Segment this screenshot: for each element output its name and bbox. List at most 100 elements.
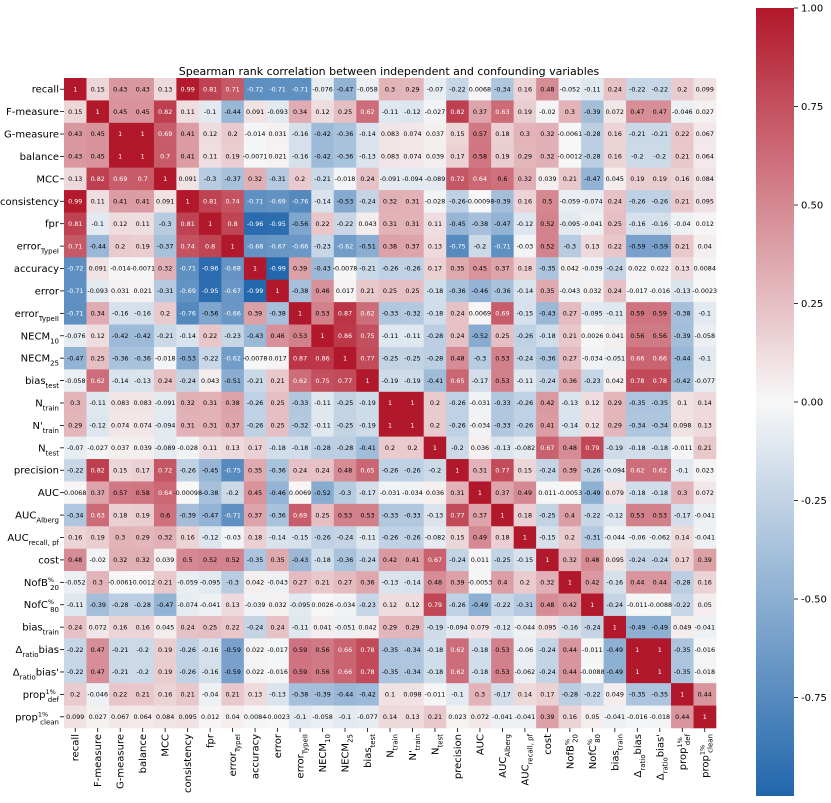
cell-value-label: 0.69 <box>495 310 509 318</box>
heatmap-cell <box>333 78 357 101</box>
cell-value-label: -0.22 <box>202 354 219 362</box>
cell-value-label: -0.34 <box>652 422 669 430</box>
cell-value-label: -0.33 <box>382 511 399 519</box>
heatmap-cell <box>86 571 110 594</box>
heatmap-cell <box>333 705 357 729</box>
cell-value-label: 0.48 <box>68 556 82 564</box>
heatmap-cell <box>693 302 717 325</box>
heatmap-cell <box>108 167 132 191</box>
cell-value-label: 0.21 <box>226 691 240 699</box>
cell-value-label: -0.26 <box>584 466 601 474</box>
heatmap-cell <box>603 346 627 370</box>
heatmap-cell <box>693 436 717 460</box>
cell-value-label: 0.63 <box>91 511 105 519</box>
heatmap-cell <box>423 145 447 168</box>
heatmap-cell <box>64 100 87 124</box>
heatmap-cell <box>311 122 335 146</box>
heatmap-cell <box>446 122 469 146</box>
cell-value-label: 0.22 <box>675 130 689 138</box>
heatmap-cell <box>603 391 627 415</box>
cell-value-label: -0.35 <box>382 646 399 654</box>
colorbar-tick-label: 0.75 <box>801 102 823 113</box>
cell-value-label: 0.045 <box>156 623 174 631</box>
row-label: NofB% 20 <box>24 576 59 592</box>
cell-value-label: 0.091 <box>156 197 174 205</box>
heatmap-cell <box>378 279 402 303</box>
cell-value-label: -0.3 <box>226 579 238 587</box>
cell-value-label: 0.63 <box>495 108 509 116</box>
cell-value-label: 0.3 <box>93 579 103 587</box>
row-label: AUCrecall, pf <box>7 533 59 547</box>
cell-value-label: -0.19 <box>359 422 376 430</box>
cell-value-label: -0.22 <box>584 691 601 699</box>
heatmap-cell <box>221 571 245 594</box>
heatmap-cell <box>423 414 447 437</box>
heatmap-cell <box>626 705 649 729</box>
heatmap-cell <box>401 122 425 146</box>
cell-value-label: 0.24 <box>158 377 172 385</box>
cell-value-label: 0.2 <box>407 444 417 452</box>
cell-value-label: -0.36 <box>337 153 354 161</box>
cell-value-label: 0.53 <box>495 354 509 362</box>
heatmap-cell <box>626 548 649 572</box>
cell-value-label: 0.12 <box>383 601 397 609</box>
heatmap-cell <box>558 705 582 729</box>
heatmap-cell <box>378 459 402 482</box>
heatmap-cell <box>131 571 155 594</box>
heatmap-cell <box>468 503 492 527</box>
heatmap-cell <box>491 167 514 191</box>
heatmap-cell <box>423 683 447 706</box>
heatmap-cell <box>176 459 200 482</box>
heatmap-cell <box>446 526 469 549</box>
cell-value-label: -0.082 <box>425 534 446 542</box>
cell-value-label: -0.96 <box>247 220 264 228</box>
cell-value-label: 0.32 <box>248 175 262 183</box>
chart-title: Spearman rank correlation between indepe… <box>179 65 600 78</box>
cell-value-label: -0.12 <box>202 534 219 542</box>
cell-value-label: 1 <box>410 399 414 407</box>
cell-value-label: 0.25 <box>495 332 509 340</box>
cell-value-label: 1 <box>321 332 325 340</box>
heatmap-cell <box>581 257 604 281</box>
heatmap-cell <box>671 526 694 549</box>
cell-value-label: -0.059 <box>177 579 198 587</box>
cell-value-label: -0.71 <box>247 197 264 205</box>
cell-value-label: -0.044 <box>515 623 536 631</box>
cell-value-label: -0.26 <box>517 332 534 340</box>
heatmap-cell <box>86 369 110 393</box>
heatmap-cell <box>221 503 245 527</box>
cell-value-label: -0.42 <box>359 691 376 699</box>
cell-value-label: -0.018 <box>335 175 356 183</box>
cell-value-label: 0.0026 <box>311 601 333 609</box>
cell-value-label: 0.77 <box>338 377 352 385</box>
heatmap-cell <box>558 391 582 415</box>
heatmap-cell <box>603 638 627 662</box>
cell-value-label: 0.29 <box>608 399 622 407</box>
cell-value-label: -0.28 <box>112 601 129 609</box>
heatmap-cell <box>626 122 649 146</box>
cell-value-label: -0.22 <box>67 466 84 474</box>
cell-value-label: 0.13 <box>68 175 82 183</box>
heatmap-cell <box>626 100 649 124</box>
cell-value-label: 0.027 <box>89 713 107 721</box>
cell-value-label: 0.53 <box>360 511 374 519</box>
cell-value-label: 0.16 <box>136 623 150 631</box>
cell-value-label: 0.049 <box>606 691 624 699</box>
cell-value-label: 0.14 <box>518 691 532 699</box>
cell-value-label: -0.094 <box>605 466 626 474</box>
cell-value-label: -0.1 <box>339 713 351 721</box>
cell-value-label: -0.11 <box>67 601 84 609</box>
heatmap-cell <box>64 257 87 281</box>
heatmap-cell <box>581 548 604 572</box>
cell-value-label: 0.72 <box>158 466 172 474</box>
cell-value-label: -0.76 <box>179 310 196 318</box>
cell-value-label: 0.52 <box>540 242 554 250</box>
heatmap-cell <box>491 100 514 124</box>
heatmap-cell <box>64 279 87 303</box>
heatmap-cell <box>603 414 627 437</box>
heatmap-cell <box>671 683 694 706</box>
heatmap-cell <box>536 78 559 101</box>
heatmap-cell <box>401 571 425 594</box>
heatmap-cell <box>603 481 627 505</box>
heatmap-cell <box>513 190 537 213</box>
